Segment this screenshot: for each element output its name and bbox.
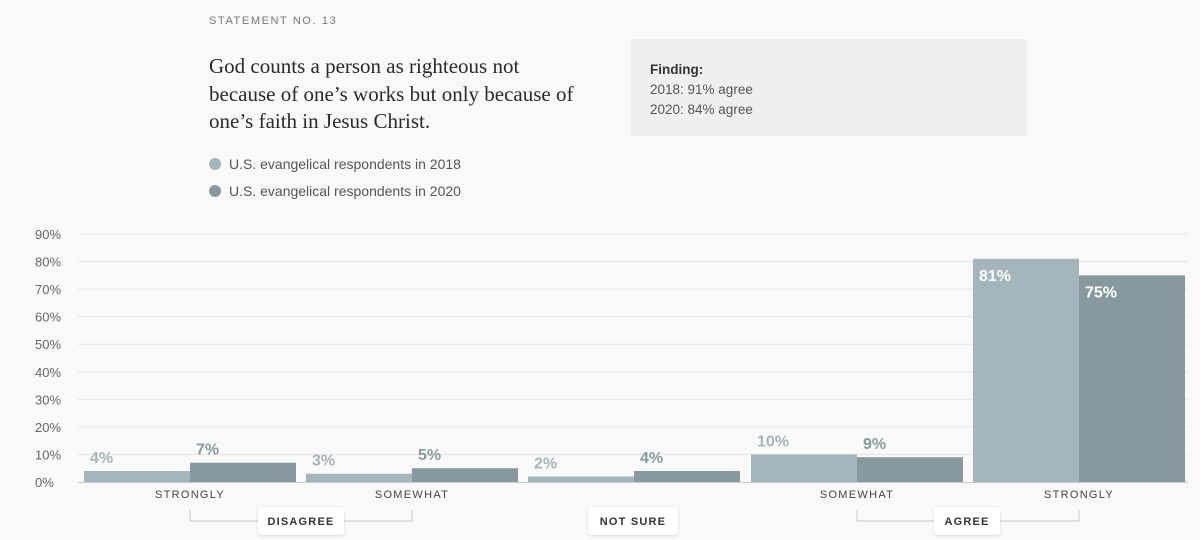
data-label: 3%: [312, 453, 335, 470]
data-label: 75%: [1085, 284, 1117, 301]
data-label: 10%: [757, 433, 789, 450]
data-label: 5%: [418, 447, 441, 464]
y-tick-label: 80%: [35, 255, 61, 270]
legend-item-2020: U.S. evangelical respondents in 2020: [209, 177, 461, 204]
category-label: STRONGLY: [155, 489, 225, 501]
data-label: 2%: [534, 455, 557, 472]
bar: [857, 457, 963, 482]
y-tick-label: 0%: [35, 475, 54, 490]
y-tick-label: 90%: [35, 227, 61, 242]
group-label-not-sure: NOT SURE: [588, 508, 678, 535]
data-label: 9%: [863, 436, 886, 453]
statement-text: God counts a person as righteous not bec…: [209, 54, 574, 133]
y-tick-label: 70%: [35, 282, 61, 297]
statement-number: STATEMENT NO. 13: [209, 15, 338, 27]
y-tick-label: 50%: [35, 337, 61, 352]
legend-label-2020: U.S. evangelical respondents in 2020: [229, 182, 461, 199]
finding-2020: 2020: 84% agree: [650, 102, 753, 117]
y-tick-label: 30%: [35, 392, 61, 407]
category-label: SOMEWHAT: [375, 489, 449, 501]
legend: U.S. evangelical respondents in 2018 U.S…: [209, 150, 461, 204]
data-label: 7%: [196, 442, 219, 459]
finding-title: Finding:: [650, 62, 704, 77]
y-tick-label: 10%: [35, 447, 61, 462]
data-label: 4%: [90, 450, 113, 467]
data-label: 81%: [979, 268, 1011, 285]
group-label-disagree: DISAGREE: [258, 508, 344, 535]
bar: [1079, 275, 1185, 482]
legend-label-2018: U.S. evangelical respondents in 2018: [229, 155, 461, 172]
bar: [751, 454, 857, 482]
legend-item-2018: U.S. evangelical respondents in 2018: [209, 150, 461, 177]
category-label: SOMEWHAT: [820, 489, 894, 501]
bar: [412, 468, 518, 482]
group-label-agree: AGREE: [934, 508, 1000, 535]
finding-box: Finding: 2018: 91% agree 2020: 84% agree: [631, 39, 1027, 136]
y-tick-label: 60%: [35, 310, 61, 325]
y-tick-label: 40%: [35, 365, 61, 380]
bar: [634, 470, 740, 482]
bar: [306, 473, 412, 482]
finding-2018: 2018: 91% agree: [650, 82, 753, 97]
data-label: 4%: [640, 450, 663, 467]
legend-swatch-2020: [209, 184, 221, 197]
y-tick-label: 20%: [35, 420, 61, 435]
bar: [528, 476, 634, 482]
bar: [190, 462, 296, 482]
bar: [973, 258, 1079, 482]
legend-swatch-2018: [209, 157, 221, 170]
bar: [84, 470, 190, 482]
category-label: STRONGLY: [1044, 489, 1114, 501]
